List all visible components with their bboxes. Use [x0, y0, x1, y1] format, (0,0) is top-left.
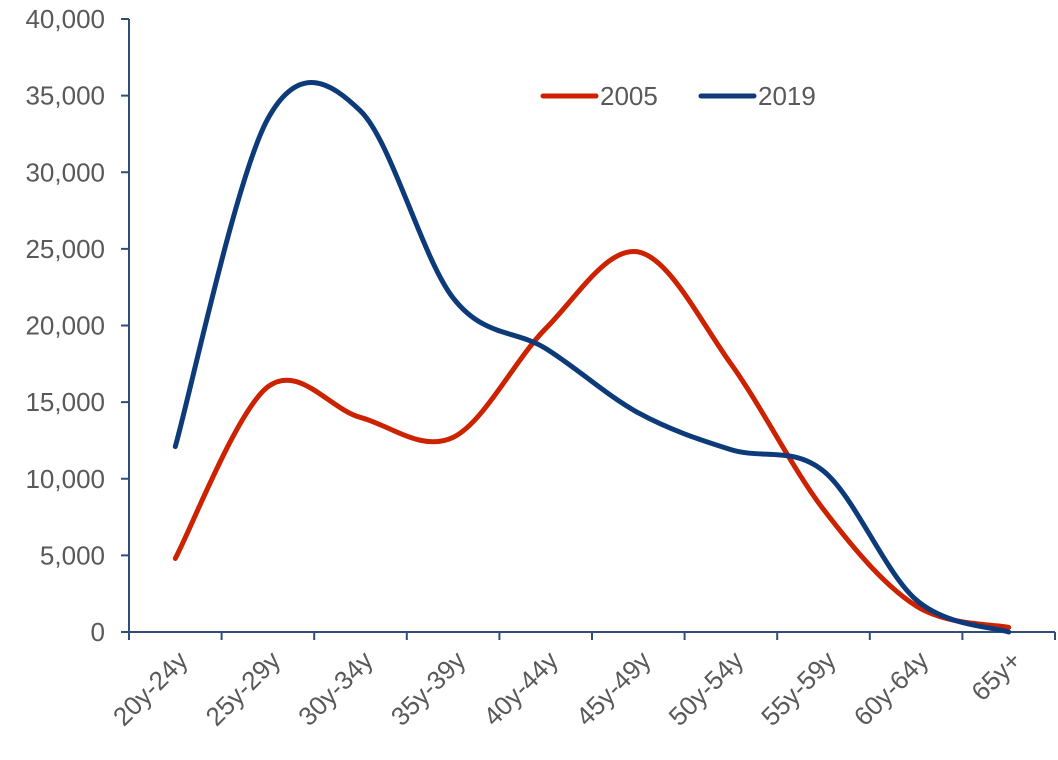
y-tick-label: 30,000	[25, 157, 105, 187]
legend: 2005 2019	[540, 81, 816, 111]
legend-label-2019: 2019	[758, 81, 816, 111]
y-tick-label: 35,000	[25, 81, 105, 111]
x-tick-label: 50y-54y	[663, 645, 750, 732]
x-tick-label: 20y-24y	[107, 645, 194, 732]
y-tick-label: 0	[91, 617, 105, 647]
x-tick-label: 45y-49y	[570, 645, 657, 732]
x-axis: 20y-24y 25y-29y 30y-34y 35y-39y 40y-44y 45y-4…	[107, 631, 1056, 732]
y-tick-label: 25,000	[25, 234, 105, 264]
x-tick-label: 60y-64y	[848, 645, 935, 732]
y-axis: 0 5,000 10,000 15,000 20,000 25,000 30,000 35,0…	[25, 4, 130, 647]
x-tick-label: 55y-59y	[755, 645, 842, 732]
x-tick-label: 25y-29y	[200, 645, 287, 732]
x-tick-label: 35y-39y	[385, 645, 472, 732]
series-line-2005	[172, 249, 1012, 630]
y-tick-label: 20,000	[25, 311, 105, 341]
x-tick-label: 30y-34y	[292, 645, 379, 732]
y-tick-label: 40,000	[25, 4, 105, 34]
y-tick-label: 15,000	[25, 387, 105, 417]
x-tick-label: 65y+	[965, 645, 1027, 707]
series-group	[172, 80, 1012, 635]
y-tick-label: 10,000	[25, 464, 105, 494]
y-tick-label: 5,000	[40, 540, 105, 570]
x-tick-label: 40y-44y	[477, 645, 564, 732]
series-line-2019	[172, 80, 1012, 635]
legend-label-2005: 2005	[600, 81, 658, 111]
